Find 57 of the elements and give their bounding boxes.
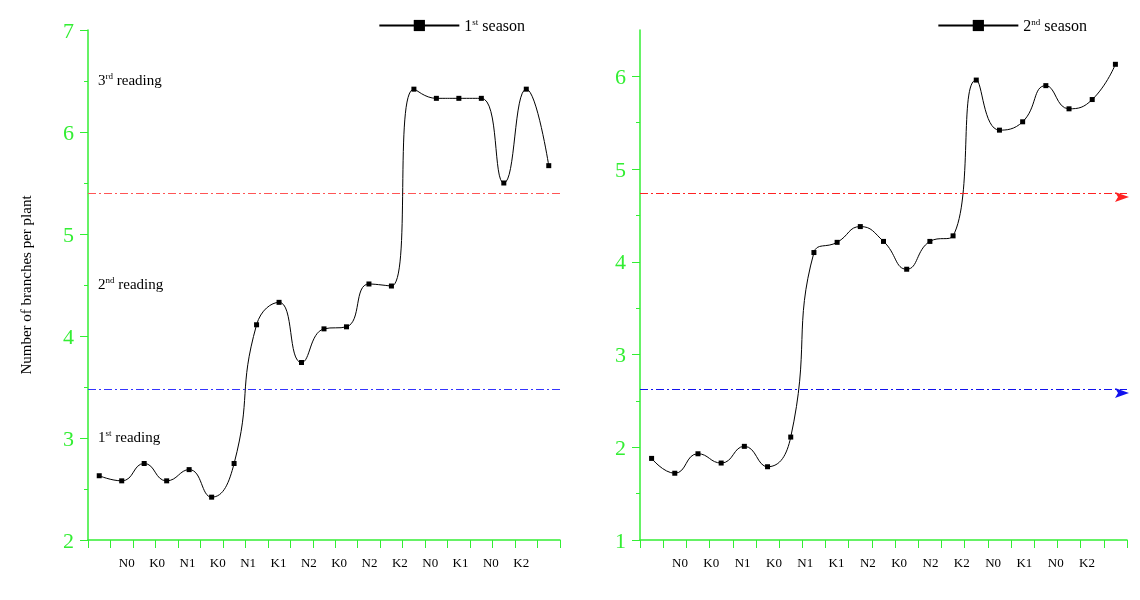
point [649,455,655,461]
point [501,180,507,186]
point [546,163,552,169]
point [741,443,747,449]
y-tick-label: 2 [63,527,74,553]
point [141,461,147,466]
point [834,239,840,245]
point [1112,61,1118,67]
point [276,299,282,305]
point [456,95,462,101]
point [973,77,979,83]
point [996,127,1002,133]
y-tick-label: 4 [615,249,626,275]
y-tick-label: 2 [615,434,626,460]
y-tick-label: 3 [63,425,74,451]
point [765,464,771,470]
point [904,266,910,272]
point [1066,106,1072,112]
y-tick-label: 6 [615,63,626,89]
text: N0 K0 N1 K0 N1 K1 N2 K0 N2 K2 N0 K1 N0 K2 [672,554,1095,570]
y-axis-title: Number of branches per plant [17,194,34,375]
point [321,326,327,332]
point [811,250,817,256]
point [857,224,863,230]
point [881,238,886,244]
point [523,86,529,92]
point [718,460,724,466]
point [1043,83,1049,89]
point [1089,97,1095,103]
point [927,238,933,244]
point [1020,119,1026,125]
point [366,281,372,287]
point [299,360,305,366]
point [433,95,439,101]
point [950,233,956,239]
point [695,451,701,457]
point [254,322,260,328]
y-tick-label: 5 [63,221,74,247]
point [478,95,484,101]
point [164,478,170,484]
point [388,283,394,289]
point [231,461,237,466]
point [119,478,125,484]
point [343,324,349,330]
point [672,470,678,476]
y-tick-label: 7 [63,17,74,43]
point [209,494,215,500]
point [186,467,192,473]
point [411,86,417,92]
y-tick-label: 3 [615,342,626,368]
y-tick-label: 5 [615,156,626,182]
point [788,434,794,440]
text: N0 K0 N1 K0 N1 K1 N2 K0 N2 K2 N0 K1 N0 K2 [118,554,530,570]
y-tick-label: 1 [615,527,626,553]
y-tick-label: 4 [63,323,74,349]
point [96,473,102,479]
y-tick-label: 6 [63,119,74,145]
